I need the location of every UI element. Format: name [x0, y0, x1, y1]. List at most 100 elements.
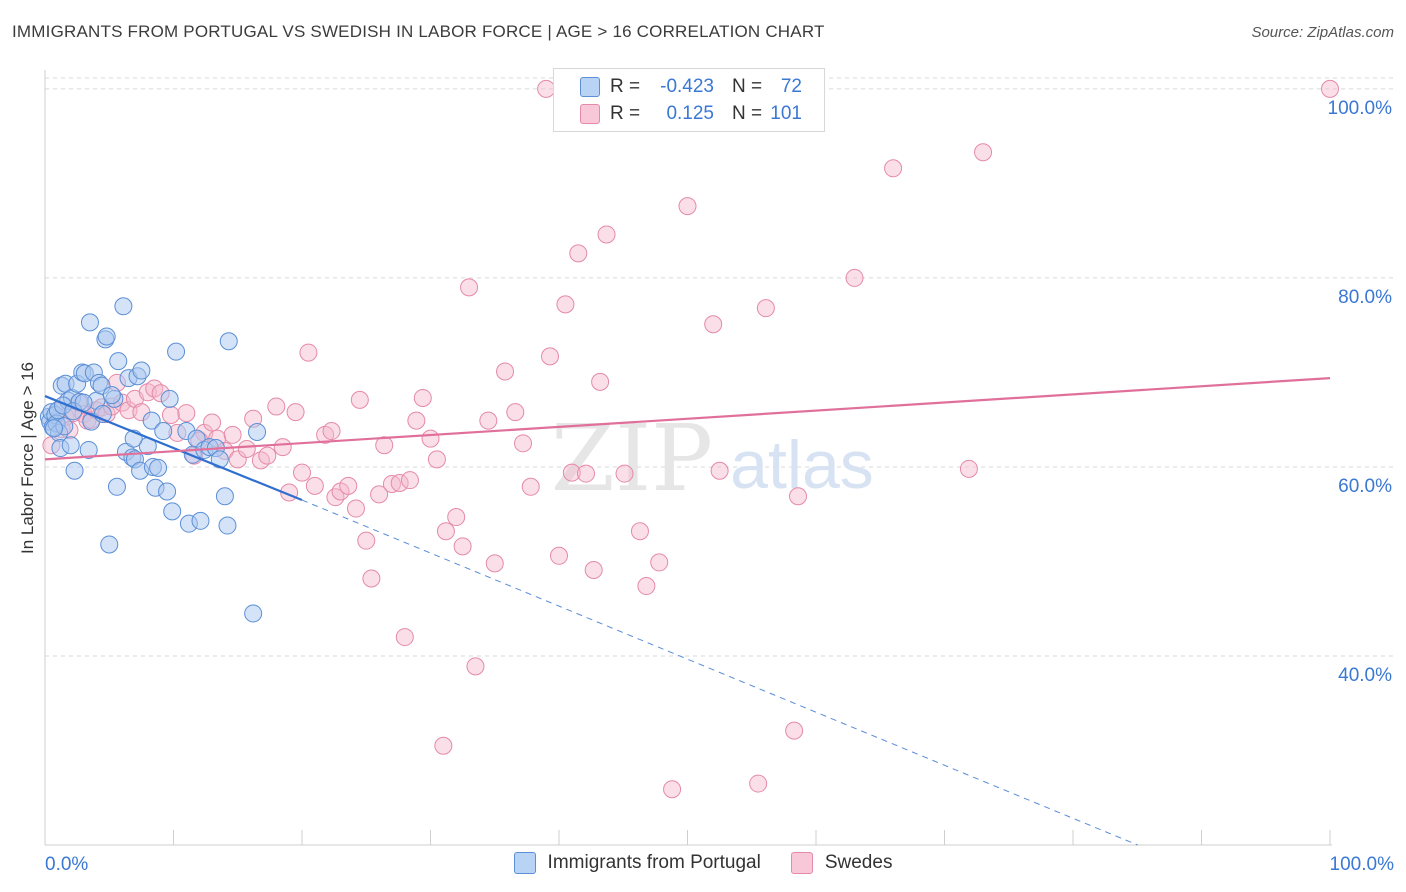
portugal-point: [163, 502, 182, 521]
swedes-point: [521, 477, 540, 496]
tick-labels: 40.0% 60.0% 80.0% 100.0% 0.0% 100.0%: [45, 98, 1394, 875]
swedes-point: [562, 463, 581, 482]
stats-legend: R = -0.423 N = 72 R = 0.125 N = 101: [553, 68, 825, 132]
swedes-point: [550, 546, 568, 565]
portugal-point: [158, 482, 177, 501]
swedes-point: [584, 560, 603, 579]
portugal-point: [218, 516, 237, 535]
portugal-points: [39, 297, 267, 623]
swedes-point: [959, 459, 978, 478]
portugal-point: [107, 477, 126, 496]
chart-title: IMMIGRANTS FROM PORTUGAL VS SWEDISH IN L…: [12, 22, 825, 41]
swedes-point: [556, 295, 575, 314]
portugal-point: [97, 327, 116, 346]
swedes-point: [177, 404, 196, 423]
swedes-point: [704, 315, 723, 334]
swedes-point: [485, 554, 504, 573]
legend-item-swedes[interactable]: Swedes: [790, 852, 893, 874]
swedes-point: [884, 159, 903, 178]
swedes-point: [357, 531, 376, 550]
swedes-point: [223, 425, 242, 444]
portugal-point: [114, 297, 133, 316]
legend-label-swedes: Swedes: [824, 852, 893, 873]
swedes-point: [362, 569, 381, 588]
swedes-point: [615, 464, 634, 483]
swedes-point: [305, 476, 324, 495]
portugal-point: [132, 361, 151, 380]
portugal-point: [149, 458, 168, 477]
swedes-point: [756, 299, 775, 318]
swedes-legend-swatch: [790, 852, 813, 874]
portugal-point: [44, 419, 63, 438]
watermark-zip: ZIP: [551, 405, 713, 512]
swedes-point: [514, 434, 533, 453]
swedes-point: [375, 436, 394, 455]
swedes-point: [663, 780, 682, 799]
swedes-point: [785, 721, 804, 740]
swedes-point: [749, 774, 768, 793]
swedes-swatch: [580, 104, 600, 124]
r-label: R =: [610, 103, 641, 124]
swedes-point: [228, 450, 247, 469]
y-tick-label: 40.0%: [1338, 665, 1392, 686]
legend-item-portugal[interactable]: Immigrants from Portugal: [513, 852, 761, 874]
r-value: 0.125: [666, 103, 714, 124]
swedes-point: [145, 379, 164, 398]
swedes-point: [447, 508, 466, 527]
swedes-point: [161, 405, 180, 424]
swedes-point: [421, 429, 440, 448]
swedes-point: [436, 522, 455, 541]
swedes-point: [390, 474, 409, 493]
swedes-point: [407, 411, 426, 430]
swedes-point: [466, 657, 485, 676]
n-value: 72: [780, 76, 802, 97]
swedes-point: [400, 471, 419, 490]
swedes-point: [299, 343, 318, 362]
portugal-point: [215, 487, 234, 506]
n-label: N =: [732, 76, 763, 97]
swedes-point: [427, 450, 446, 469]
watermark: ZIP atlas: [551, 405, 874, 512]
portugal-point: [142, 411, 161, 430]
portugal-trend-line: [44, 395, 303, 502]
swedes-point: [591, 372, 610, 391]
swedes-point: [293, 463, 311, 482]
swedes-point: [710, 461, 729, 480]
swedes-point: [382, 474, 401, 493]
swedes-point: [286, 403, 305, 422]
r-value: -0.423: [660, 76, 714, 97]
swedes-point: [267, 397, 286, 416]
series-legend: Immigrants from Portugal Swedes: [0, 852, 1406, 874]
swedes-point: [630, 522, 649, 541]
swedes-point: [974, 143, 993, 162]
swedes-point: [322, 422, 341, 441]
swedes-point: [597, 225, 616, 244]
portugal-swatch: [580, 77, 600, 97]
portugal-point: [191, 511, 210, 530]
portugal-point: [79, 440, 98, 459]
grid-lines: [45, 77, 1395, 657]
swedes-point: [203, 413, 222, 432]
portugal-legend-swatch: [513, 852, 536, 874]
swedes-point: [845, 268, 864, 287]
portugal-point: [80, 313, 99, 332]
swedes-point: [576, 464, 595, 483]
swedes-point: [413, 388, 432, 407]
portugal-point: [100, 535, 119, 554]
swedes-point: [637, 577, 656, 596]
swedes-point: [326, 488, 345, 507]
axes: [44, 70, 1332, 846]
swedes-point: [395, 628, 414, 647]
swedes-point: [678, 197, 697, 216]
swedes-point: [453, 537, 472, 556]
portugal-point: [248, 422, 267, 441]
y-tick-label: 100.0%: [1328, 98, 1393, 119]
swedes-point: [258, 446, 277, 465]
swedes-point: [339, 476, 358, 495]
r-label: R =: [610, 76, 641, 97]
swedes-point: [251, 451, 270, 470]
swedes-point: [460, 278, 479, 297]
portugal-point: [102, 386, 121, 405]
swedes-point: [434, 736, 453, 755]
